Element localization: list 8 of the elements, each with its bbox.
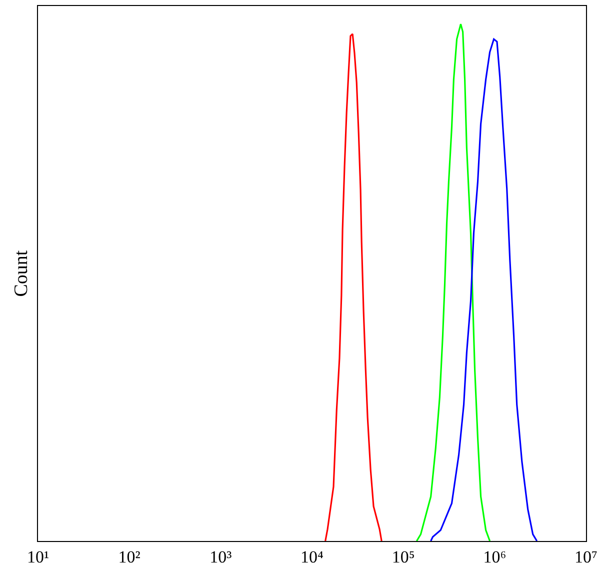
x-tick-label: 10⁴ [300,547,324,566]
x-tick-label: 10² [118,547,140,566]
x-tick-label: 10¹ [26,547,50,566]
x-tick-label: 10⁷ [574,547,598,566]
y-axis-title: Count [10,250,32,297]
x-tick-label: 10³ [210,547,232,566]
x-tick-label: 10⁶ [483,547,506,566]
x-tick-label: 10⁵ [392,547,415,566]
